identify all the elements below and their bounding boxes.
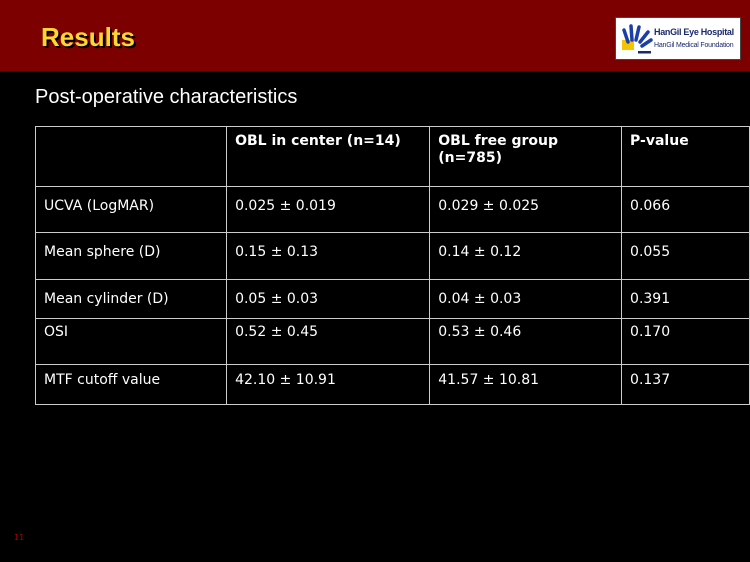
header-cell: P-value	[621, 126, 750, 187]
table-row: MTF cutoff value 42.10 ± 10.91 41.57 ± 10.…	[34, 364, 750, 405]
cell: UCVA (LogMAR)	[34, 186, 228, 233]
cell: 0.04 ± 0.03	[429, 279, 623, 319]
header-cell: OBL in center (n=14)	[226, 126, 431, 187]
hospital-logo: HanGil Eye Hospital HanGil Medical Found…	[615, 17, 741, 60]
table-header-row: OBL in center (n=14) OBL free group (n=7…	[34, 126, 750, 187]
cell: 0.066	[621, 186, 750, 233]
cell: 0.391	[621, 279, 750, 319]
cell: 0.025 ± 0.019	[226, 186, 431, 233]
cell: 42.10 ± 10.91	[226, 364, 431, 405]
results-table: OBL in center (n=14) OBL free group (n=7…	[34, 126, 750, 405]
cell: 0.05 ± 0.03	[226, 279, 431, 319]
cell: 41.57 ± 10.81	[429, 364, 623, 405]
title-bar: Results HanGil Eye Hospital HanGil Medic…	[0, 0, 750, 72]
cell: 0.52 ± 0.45	[226, 318, 431, 365]
cell: 0.137	[621, 364, 750, 405]
cell: 0.055	[621, 232, 750, 280]
cell: 0.029 ± 0.025	[429, 186, 623, 233]
table-row: OSI 0.52 ± 0.45 0.53 ± 0.46 0.170	[34, 318, 750, 365]
table-row: Mean sphere (D) 0.15 ± 0.13 0.14 ± 0.12 0.0…	[34, 232, 750, 280]
header-cell	[34, 126, 228, 187]
page-number: 11	[14, 533, 25, 542]
cell: Mean sphere (D)	[34, 232, 228, 280]
cell: 0.53 ± 0.46	[429, 318, 623, 365]
cell: 0.14 ± 0.12	[429, 232, 623, 280]
logo-subname: HanGil Medical Foundation	[654, 42, 734, 49]
logo-mark-icon	[622, 24, 653, 54]
header-cell: OBL free group (n=785)	[429, 126, 623, 187]
cell: OSI	[34, 318, 228, 365]
logo-name: HanGil Eye Hospital	[654, 27, 734, 37]
slide-subtitle: Post-operative characteristics	[35, 86, 298, 108]
cell: Mean cylinder (D)	[34, 279, 228, 319]
cell: 0.15 ± 0.13	[226, 232, 431, 280]
cell: 0.170	[621, 318, 750, 365]
cell: MTF cutoff value	[34, 364, 228, 405]
slide-title: Results	[41, 22, 135, 52]
table-row: UCVA (LogMAR) 0.025 ± 0.019 0.029 ± 0.025 0…	[34, 186, 750, 233]
table-row: Mean cylinder (D) 0.05 ± 0.03 0.04 ± 0.03 0…	[34, 279, 750, 319]
